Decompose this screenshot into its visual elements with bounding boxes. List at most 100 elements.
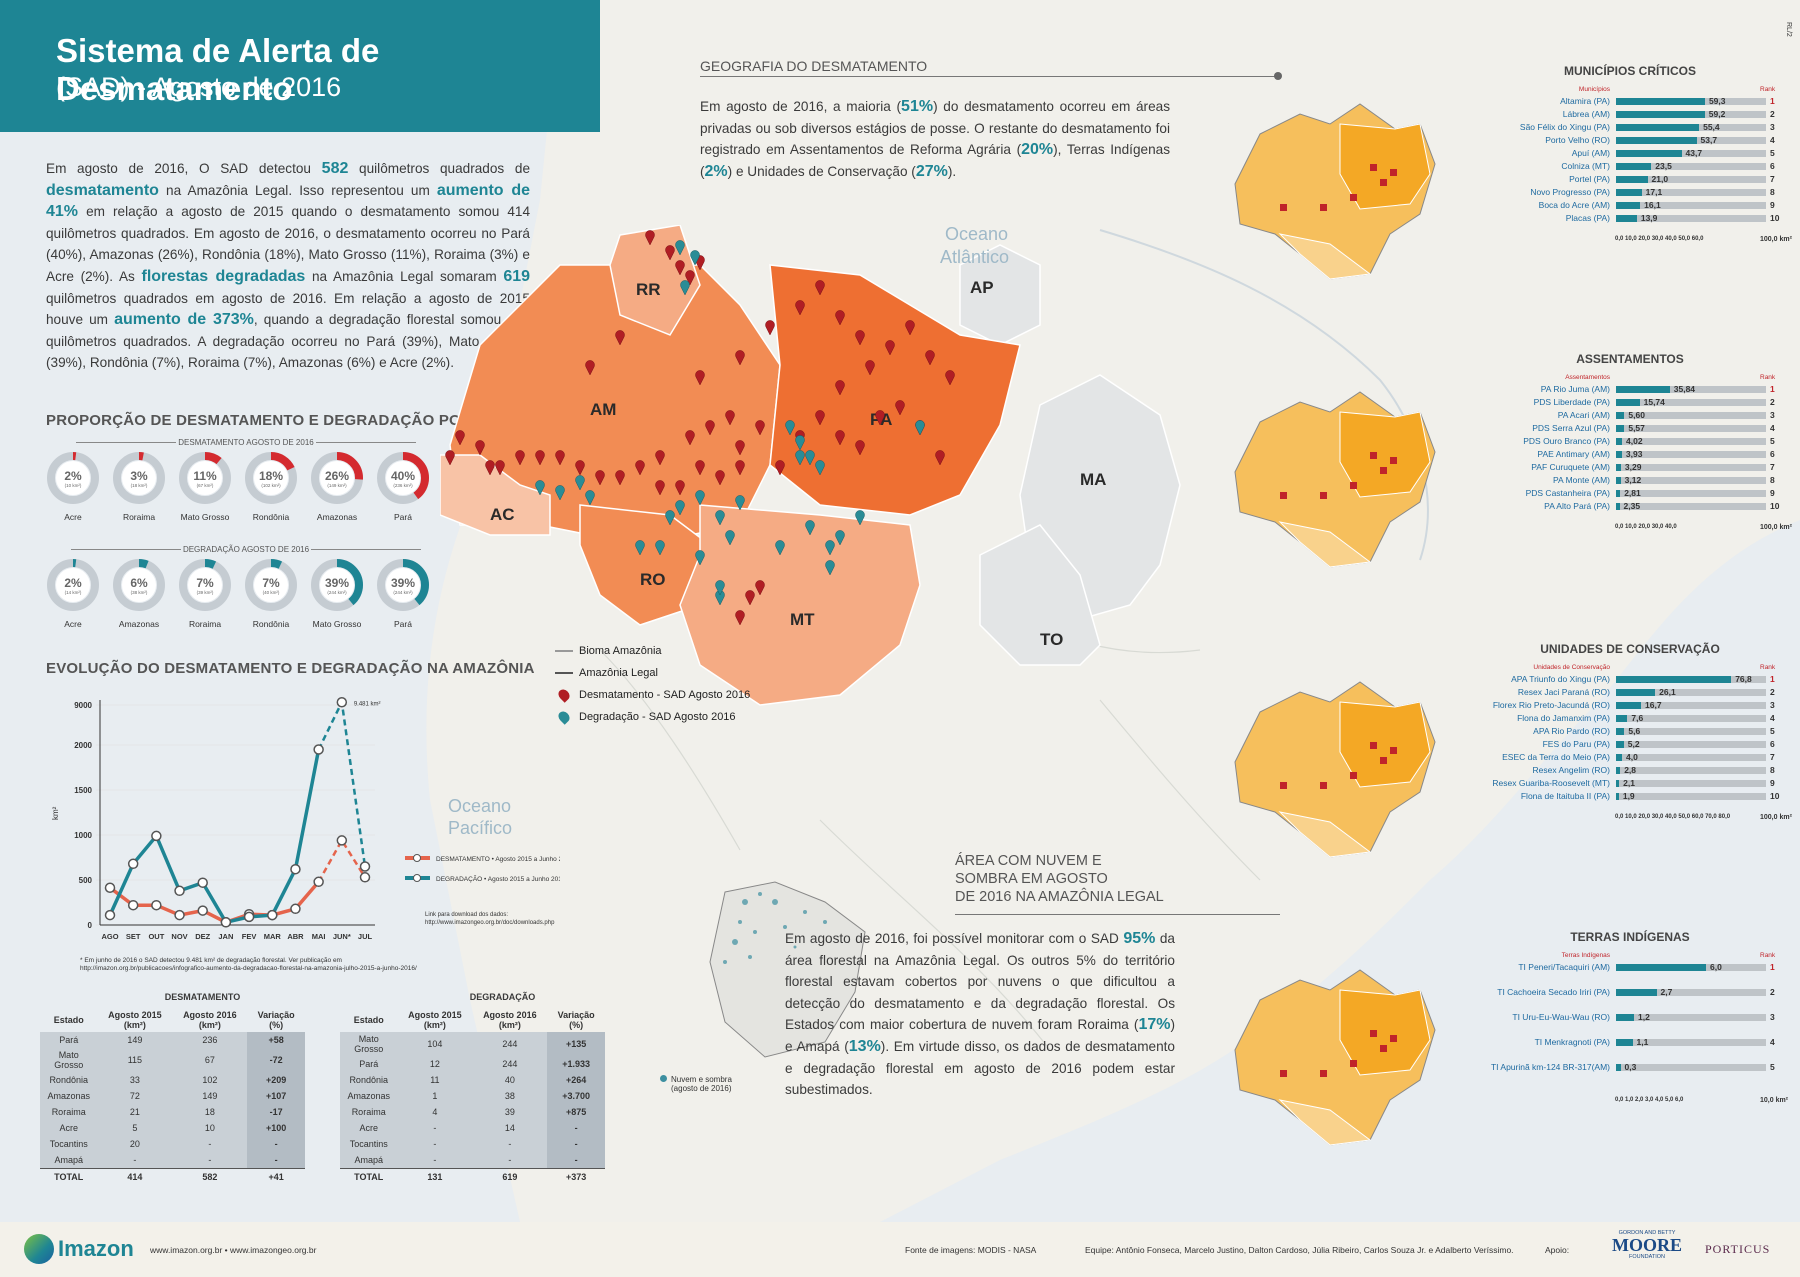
ranking-name: Altamira (PA) bbox=[1560, 96, 1610, 106]
donut-amazonas: 6%(38 km²) Amazonas bbox=[113, 559, 165, 629]
legend-text: DESMATAMENTO • Agosto 2015 a Junho 2016 bbox=[436, 856, 560, 863]
ranking-rank: 4 bbox=[1770, 423, 1775, 433]
ranking-axis: 0,0 10,0 20,0 30,0 40,0 50,0 60,0 bbox=[1615, 236, 1704, 242]
donut-km: (149 km²) bbox=[327, 483, 347, 488]
ranking-rank: 3 bbox=[1770, 700, 1775, 710]
mini-map-hotspot bbox=[1370, 742, 1377, 749]
ranking-rank: 5 bbox=[1770, 1062, 1775, 1072]
donut-pct: 18% bbox=[259, 469, 283, 483]
oceano-atlantico-2: Atlântico bbox=[940, 247, 1009, 267]
table-cell: - bbox=[397, 1152, 473, 1169]
ranking-rank: 9 bbox=[1770, 778, 1775, 788]
table-cell: 102 bbox=[172, 1072, 248, 1088]
series-point bbox=[197, 877, 208, 888]
ranking-bar-fill bbox=[1616, 989, 1657, 996]
ranking-row: Novo Progresso (PA) 17,1 8 bbox=[1460, 187, 1800, 198]
donut-pct: 40% bbox=[391, 469, 415, 483]
ranking-row: TI Apurinã km-124 BR-317(AM) 0,3 5 bbox=[1460, 1062, 1800, 1073]
ranking-value: 5,2 bbox=[1627, 739, 1640, 749]
ranking-bar-fill bbox=[1616, 1039, 1633, 1046]
donut-km: (39 km²) bbox=[197, 590, 214, 595]
ranking-row: PDS Liberdade (PA) 15,74 2 bbox=[1460, 397, 1800, 408]
table-cell: - bbox=[547, 1152, 605, 1169]
series-point bbox=[174, 909, 185, 921]
link-title: Link para download dos dados: bbox=[425, 912, 508, 918]
intro-text: Em agosto de 2016, O SAD detectou 582 qu… bbox=[46, 158, 530, 374]
ranking-name: Flona do Jamanxim (PA) bbox=[1517, 713, 1610, 723]
ranking-bar-fill bbox=[1616, 137, 1697, 144]
degradacao-pin bbox=[825, 560, 835, 576]
ranking-name: Novo Progresso (PA) bbox=[1530, 187, 1610, 197]
ranking-name: Portel (PA) bbox=[1569, 174, 1610, 184]
donut-center bbox=[386, 461, 420, 495]
ranking-row: Altamira (PA) 59,3 1 bbox=[1460, 96, 1800, 107]
series-point bbox=[151, 830, 162, 842]
desmatamento-pin bbox=[765, 320, 775, 336]
ranking-bar-fill bbox=[1616, 98, 1705, 105]
series-point bbox=[290, 903, 301, 915]
mini-map-para bbox=[1339, 701, 1431, 788]
desmatamento-pin bbox=[455, 430, 465, 446]
ranking-row: Florex Rio Preto-Jacundá (RO) 16,7 3 bbox=[1460, 700, 1800, 711]
link-url[interactable]: http://www.imazongeo.org.br/doc/download… bbox=[425, 920, 555, 926]
degradacao-pin bbox=[825, 540, 835, 556]
ranking-bar-track bbox=[1616, 189, 1766, 196]
desmatamento-pin bbox=[815, 410, 825, 426]
ranking-bar-track bbox=[1616, 176, 1766, 183]
desmatamento-pin bbox=[935, 450, 945, 466]
table-cell: +58 bbox=[247, 1032, 305, 1048]
ranking-rank: 2 bbox=[1770, 987, 1775, 997]
y-tick: 0 bbox=[88, 921, 93, 930]
footer-sites[interactable]: www.imazon.org.br • www.imazongeo.org.br bbox=[150, 1245, 317, 1255]
ranking-bar-fill bbox=[1616, 964, 1706, 971]
degr-subtitle-text: DEGRADAÇÃO AGOSTO DE 2016 bbox=[182, 545, 310, 554]
desmatamento-pin bbox=[735, 350, 745, 366]
degradacao-pin bbox=[795, 435, 805, 451]
degradacao-pin bbox=[815, 460, 825, 476]
ranking-bar-fill bbox=[1616, 399, 1640, 406]
donut-km: (244 km²) bbox=[327, 590, 347, 595]
donut-state: Mato Grosso bbox=[181, 512, 230, 522]
table-row: Rondônia 11 40 +264 bbox=[340, 1072, 605, 1088]
ranking-bar-fill bbox=[1616, 767, 1621, 774]
intro-highlight: florestas degradadas bbox=[141, 267, 306, 285]
label-rr: RR bbox=[636, 280, 661, 299]
ranking-value: 5,57 bbox=[1628, 423, 1645, 433]
label-ac: AC bbox=[490, 505, 515, 524]
nuvem-highlight: 17% bbox=[1138, 1016, 1171, 1034]
ranking-value: 76,8 bbox=[1735, 674, 1752, 684]
desmatamento-pin bbox=[695, 370, 705, 386]
geografia-text: Em agosto de 2016, a maioria (51%) do de… bbox=[700, 96, 1170, 182]
donut-km: (38 km²) bbox=[131, 590, 148, 595]
ranking-rank: 5 bbox=[1770, 726, 1775, 736]
desmatamento-pin bbox=[815, 280, 825, 296]
ranking-row: Resex Guariba-Roosevelt (MT) 2,1 9 bbox=[1460, 778, 1800, 789]
desmatamento-pin bbox=[655, 450, 665, 466]
ranking-rank: 2 bbox=[1770, 109, 1775, 119]
geo-part: ), Terras Indígenas ( bbox=[700, 142, 1170, 179]
geo-part: ) e Unidades de Conservação ( bbox=[727, 163, 916, 179]
desmatamento-pin bbox=[855, 440, 865, 456]
ranking-rank: 4 bbox=[1770, 713, 1775, 723]
ranking-bar-fill bbox=[1616, 163, 1652, 170]
table-cell: 149 bbox=[172, 1088, 248, 1104]
donut-center bbox=[320, 461, 354, 495]
table-cell: 244 bbox=[472, 1056, 548, 1072]
evolution-chart: 0 500 1000 1500 2000 9000 km² AGO SET OUT NOV DEZ JA… bbox=[51, 697, 560, 941]
series-point bbox=[151, 899, 162, 911]
legend-amazonia-text: Amazônia Legal bbox=[579, 667, 658, 679]
mini-map-south bbox=[1278, 811, 1372, 858]
ranking-value: 13,9 bbox=[1640, 213, 1658, 223]
ranking-unit: 100,0 km² bbox=[1760, 524, 1792, 531]
x-tick: AGO bbox=[101, 932, 118, 941]
ranking-name: Florex Rio Preto-Jacundá (RO) bbox=[1492, 700, 1610, 710]
donut-slice bbox=[179, 559, 231, 611]
ranking-rank: 9 bbox=[1770, 200, 1775, 210]
table-row: Amapá - - - bbox=[340, 1152, 605, 1169]
ranking-row: Resex Angelim (RO) 2,8 8 bbox=[1460, 765, 1800, 776]
ranking-value: 5,60 bbox=[1628, 410, 1645, 420]
desmatamento-pin bbox=[895, 400, 905, 416]
desm-table: Estado Agosto 2015 (km²) Agosto 2016 (km²)… bbox=[40, 1008, 305, 1185]
mini-map-hotspot bbox=[1320, 204, 1327, 211]
ranking-bar-fill bbox=[1616, 676, 1732, 683]
